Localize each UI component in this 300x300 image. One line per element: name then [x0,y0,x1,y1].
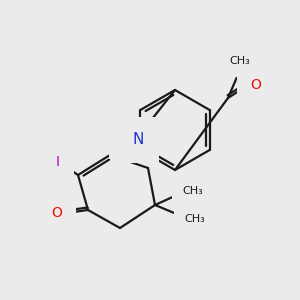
Text: I: I [56,155,60,169]
Text: O: O [52,206,62,220]
Text: N: N [132,133,144,148]
Text: CH₃: CH₃ [230,56,250,66]
Text: CH₃: CH₃ [183,186,203,196]
Text: H: H [121,134,131,146]
Text: CH₃: CH₃ [184,214,206,224]
Text: O: O [250,78,261,92]
